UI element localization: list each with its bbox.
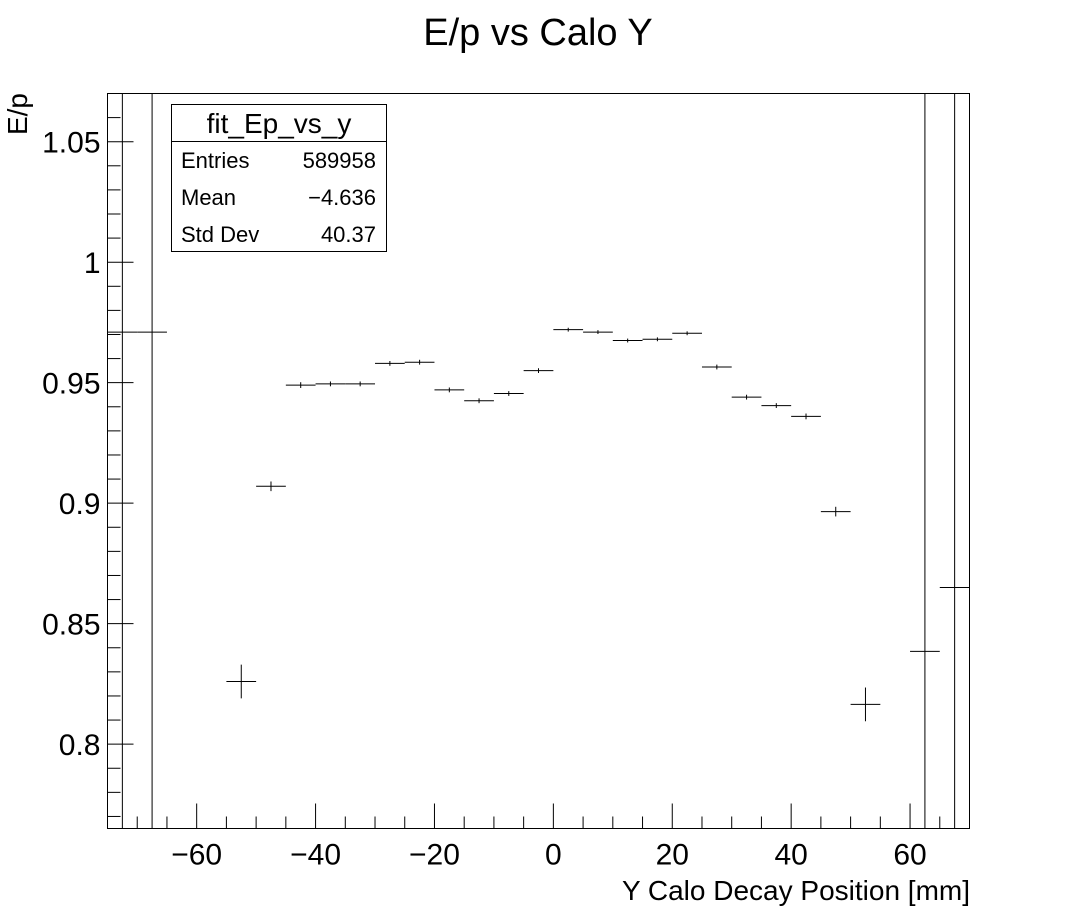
data-point — [345, 381, 376, 387]
data-point — [761, 403, 792, 408]
data-point — [464, 398, 494, 404]
data-points — [107, 93, 970, 829]
data-point — [820, 506, 851, 517]
data-point — [315, 381, 346, 387]
data-point — [583, 330, 613, 335]
x-tick-label: 20 — [656, 839, 689, 872]
y-axis-label: E/p — [2, 93, 33, 135]
data-point — [375, 360, 405, 366]
x-tick-label: −60 — [171, 839, 222, 872]
y-tick-label: 0.9 — [59, 488, 101, 521]
data-point — [701, 364, 732, 370]
data-point — [910, 93, 940, 829]
y-tick-label: 1 — [84, 247, 101, 280]
data-point — [791, 413, 821, 420]
data-point — [493, 391, 524, 396]
data-point — [850, 687, 881, 722]
stats-box: fit_Ep_vs_y Entries 589958 Mean −4.636 S… — [171, 104, 387, 252]
y-tick-label: 1.05 — [42, 127, 100, 160]
plot-frame — [107, 93, 970, 829]
data-point — [226, 664, 257, 699]
stats-value-mean: −4.636 — [308, 185, 376, 210]
stats-box-frame — [171, 104, 387, 252]
stats-name: fit_Ep_vs_y — [207, 108, 352, 139]
data-point — [523, 368, 554, 374]
axis-ticks — [107, 93, 970, 829]
data-point — [404, 359, 435, 365]
data-point — [107, 93, 138, 829]
data-point — [137, 93, 167, 829]
stats-value-entries: 589958 — [303, 148, 376, 173]
data-point — [256, 481, 286, 492]
x-tick-label: 40 — [774, 839, 807, 872]
y-tick-label: 0.95 — [42, 368, 100, 401]
stats-value-stddev: 40.37 — [321, 222, 376, 247]
x-tick-label: 0 — [545, 839, 562, 872]
data-point — [642, 337, 673, 342]
data-point — [434, 387, 465, 393]
stats-label-entries: Entries — [181, 148, 249, 173]
x-tick-label: 60 — [893, 839, 926, 872]
y-tick-label: 0.8 — [59, 729, 101, 762]
x-axis-label: Y Calo Decay Position [mm] — [622, 875, 970, 906]
y-tick-labels: 0.8 0.85 0.9 0.95 1 1.05 — [42, 127, 100, 762]
data-point — [731, 394, 762, 400]
data-point — [939, 93, 970, 829]
stats-label-mean: Mean — [181, 185, 236, 210]
data-point — [612, 338, 643, 343]
y-tick-label: 0.85 — [42, 609, 100, 642]
x-tick-label: −20 — [409, 839, 460, 872]
data-point — [285, 382, 316, 388]
x-tick-labels: −60 −40 −20 0 20 40 60 — [171, 839, 927, 872]
chart-title: E/p vs Calo Y — [423, 12, 653, 54]
data-point — [553, 327, 584, 332]
data-point — [672, 331, 702, 336]
x-tick-label: −40 — [290, 839, 341, 872]
stats-label-stddev: Std Dev — [181, 222, 259, 247]
